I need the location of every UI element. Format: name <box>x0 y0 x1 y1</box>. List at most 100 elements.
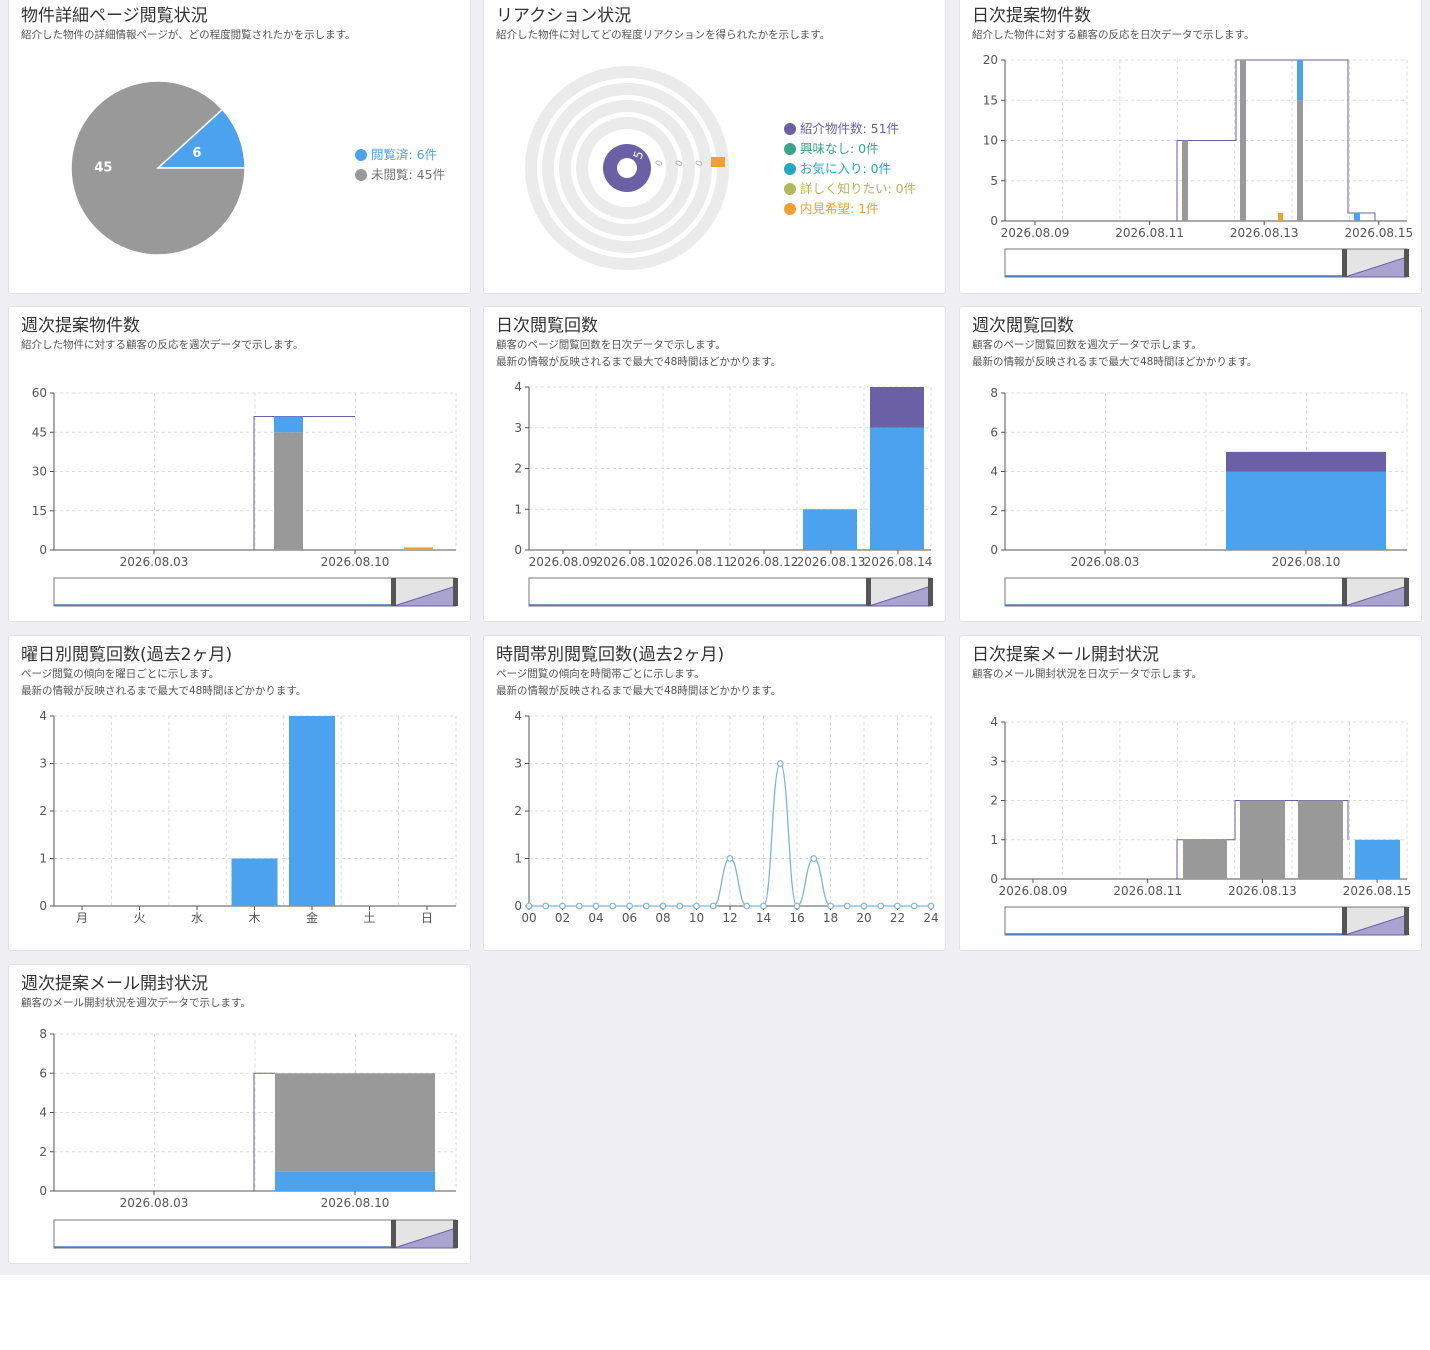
card-title: 物件詳細ページ閲覧状況 <box>21 6 208 26</box>
x-tick-label: 2026.08.03 <box>1071 555 1140 569</box>
card-description: 紹介した物件に対する顧客の反応を日次データで示します。 <box>972 27 1254 44</box>
y-tick-label: 60 <box>32 386 47 400</box>
bar-chart: 0 5 10 15 20 2026.08.09 2026.08.11 2026.08.13 20… <box>983 53 1413 278</box>
x-tick-label: 2026.08.11 <box>1115 226 1184 240</box>
bar-gray <box>1183 839 1227 879</box>
legend-label: お気に入り: 0件 <box>800 161 891 176</box>
y-tick-label: 0 <box>514 899 522 913</box>
y-tick-label: 1 <box>990 833 998 847</box>
y-tick-label: 0 <box>990 543 998 557</box>
radial-track <box>559 100 695 236</box>
card-description-line: ページ閲覧の傾向を曜日ごとに示します。 <box>21 668 220 680</box>
zoom-slider-handle-left <box>391 578 396 606</box>
line-point <box>877 902 885 910</box>
x-tick-label: 2026.08.09 <box>1001 226 1070 240</box>
y-tick-label: 2 <box>514 462 522 476</box>
line-point <box>592 902 600 910</box>
x-tick-label: 18 <box>823 911 838 925</box>
y-tick-label: 3 <box>39 757 47 771</box>
y-tick-label: 4 <box>990 715 998 729</box>
y-tick-label: 15 <box>32 504 47 518</box>
y-tick-label: 2 <box>39 1145 47 1159</box>
x-tick-label: 20 <box>856 911 871 925</box>
legend-label: 閲覧済: 6件 <box>371 147 437 162</box>
x-tick-label: 2026.08.13 <box>1230 226 1299 240</box>
y-tick-label: 0 <box>39 899 47 913</box>
bar <box>289 716 335 906</box>
y-tick-label: 0 <box>39 543 47 557</box>
y-tick-label: 2 <box>990 504 998 518</box>
card-title: 週次提案物件数 <box>21 316 140 336</box>
y-tick-label: 2 <box>990 794 998 808</box>
legend-label: 詳しく知りたい: 0件 <box>800 181 916 196</box>
y-tick-label: 2 <box>39 804 47 818</box>
card-description-line: 紹介した物件に対する顧客の反応を週次データで示します。 <box>21 339 304 351</box>
card-title: 週次提案メール開封状況 <box>21 974 208 994</box>
card-daily-proposals: 日次提案物件数 紹介した物件に対する顧客の反応を日次データで示します。 0 5 10… <box>959 0 1422 294</box>
card-description-line: 顧客のページ閲覧回数を週次データで示します。 <box>972 339 1202 351</box>
y-tick-label: 4 <box>39 1106 47 1120</box>
radial-track <box>542 83 712 253</box>
x-tick-label: 金 <box>306 910 318 925</box>
x-tick-label: 08 <box>655 911 670 925</box>
zoom-slider-handle-right <box>928 578 933 606</box>
card-weekly-mail: 週次提案メール開封状況 顧客のメール開封状況を週次データで示します。 0 2 4 6 8… <box>8 964 471 1264</box>
bar-blue <box>870 427 924 550</box>
zoom-slider-handle-left <box>1342 578 1347 606</box>
line-point <box>827 902 834 910</box>
legend-marker <box>355 149 367 161</box>
x-tick-label: 月 <box>76 911 88 925</box>
zoom-slider-handle-left <box>1342 907 1347 935</box>
bar-blue <box>274 416 303 433</box>
zoom-slider-handle-right <box>1404 578 1409 606</box>
card-description: 顧客のページ閲覧回数を日次データで示します。 最新の情報が反映されるまで最大で4… <box>496 337 781 371</box>
y-tick-label: 45 <box>32 425 47 439</box>
bar-gray <box>274 432 303 550</box>
legend-label: 内見希望: 1件 <box>800 201 879 216</box>
x-tick-label: 2026.08.13 <box>797 555 866 569</box>
bar-gray <box>1182 140 1188 221</box>
zoom-slider-track <box>1004 577 1408 607</box>
line-point <box>626 902 633 910</box>
legend-marker <box>784 183 796 195</box>
y-tick-label: 0 <box>990 214 998 228</box>
x-tick-label: 日 <box>421 911 433 925</box>
x-tick-label: 木 <box>248 911 260 925</box>
y-tick-label: 10 <box>983 134 998 148</box>
bar-chart: 0 15 30 45 60 2026.08.03 2026.08.10 <box>32 386 458 607</box>
zoom-slider-handle-left <box>1342 249 1347 277</box>
card-description-line: ページ閲覧の傾向を時間帯ごとに示します。 <box>496 668 705 680</box>
line-point <box>559 902 566 910</box>
zoom-slider-handle-left <box>866 578 871 606</box>
y-tick-label: 15 <box>983 93 998 107</box>
y-tick-label: 5 <box>990 174 998 188</box>
y-tick-label: 3 <box>514 757 522 771</box>
x-tick-label: 2026.08.12 <box>730 555 799 569</box>
zoom-slider-handle-right <box>453 1220 458 1248</box>
x-tick-label: 14 <box>756 911 771 925</box>
zoom-slider-handle-left <box>391 1220 396 1248</box>
radial-ring-label: 0 <box>654 159 665 168</box>
x-tick-label: 16 <box>789 911 804 925</box>
bar-blue <box>1355 839 1400 879</box>
card-title: 曜日別閲覧回数(過去2ヶ月) <box>21 645 233 665</box>
bar-orange <box>404 547 433 550</box>
radial-track <box>576 117 678 219</box>
zoom-slider-track <box>53 577 457 607</box>
card-description: 顧客のページ閲覧回数を週次データで示します。 最新の情報が反映されるまで最大で4… <box>972 337 1257 371</box>
y-tick-label: 3 <box>514 421 522 435</box>
legend-marker <box>784 123 796 135</box>
bar-gray <box>1240 60 1246 221</box>
card-description-line: 紹介した物件に対する顧客の反応を日次データで示します。 <box>972 29 1255 41</box>
x-tick-label: 2026.08.11 <box>1113 884 1182 898</box>
card-title: 日次提案メール開封状況 <box>972 645 1159 665</box>
x-tick-label: 水 <box>191 911 203 925</box>
line-point <box>693 902 700 910</box>
line-point <box>760 902 767 910</box>
y-tick-label: 1 <box>514 502 522 516</box>
x-tick-label: 火 <box>133 911 145 925</box>
pie-slice <box>156 108 246 169</box>
card-description: 顧客のメール開封状況を週次データで示します。 <box>21 995 251 1012</box>
